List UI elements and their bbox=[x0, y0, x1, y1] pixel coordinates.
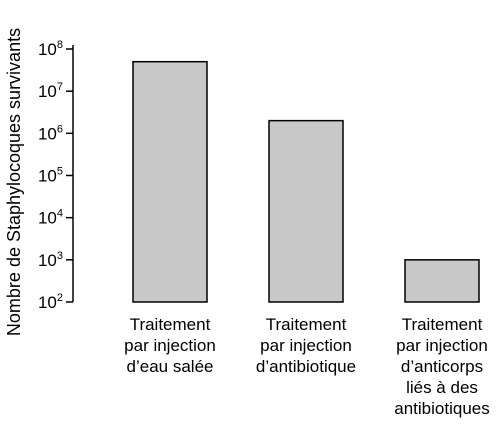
category-label-1: Traitement par injection d’eau salée bbox=[124, 315, 216, 376]
y-tick-label: 104 bbox=[38, 208, 63, 228]
bar-series bbox=[132, 60, 480, 303]
bar-3 bbox=[404, 259, 480, 303]
y-tick-exponent: 8 bbox=[57, 39, 63, 51]
y-tick-base: 10 bbox=[38, 293, 57, 312]
y-tick-exponent: 7 bbox=[57, 81, 63, 93]
y-tick-exponent: 4 bbox=[57, 208, 63, 220]
y-tick-label: 102 bbox=[38, 292, 63, 312]
y-tick-base: 10 bbox=[38, 40, 57, 59]
y-tick-base: 10 bbox=[38, 251, 57, 270]
y-tick-base: 10 bbox=[38, 209, 57, 228]
y-axis-label-group: Nombre de Staphylocoques survivants bbox=[4, 28, 24, 336]
bar-2 bbox=[268, 119, 344, 303]
y-tick-exponent: 3 bbox=[57, 250, 63, 262]
bar-1 bbox=[132, 60, 208, 303]
y-tick-base: 10 bbox=[38, 167, 57, 186]
y-tick-exponent: 6 bbox=[57, 123, 63, 135]
y-axis-label: Nombre de Staphylocoques survivants bbox=[4, 28, 24, 336]
y-tick-label: 108 bbox=[38, 39, 63, 59]
y-tick-base: 10 bbox=[38, 124, 57, 143]
y-tick-exponent: 5 bbox=[57, 166, 63, 178]
y-tick-base: 10 bbox=[38, 82, 57, 101]
y-tick-label: 105 bbox=[38, 166, 63, 186]
y-tick-label: 107 bbox=[38, 81, 63, 101]
y-tick-label: 106 bbox=[38, 123, 63, 143]
category-label-3: Traitement par injection d’anticorps lié… bbox=[394, 315, 490, 418]
category-label-2: Traitement par injection d’antibiotique bbox=[255, 315, 357, 376]
y-tick-exponent: 2 bbox=[57, 292, 63, 304]
y-tick-label: 103 bbox=[38, 250, 63, 270]
